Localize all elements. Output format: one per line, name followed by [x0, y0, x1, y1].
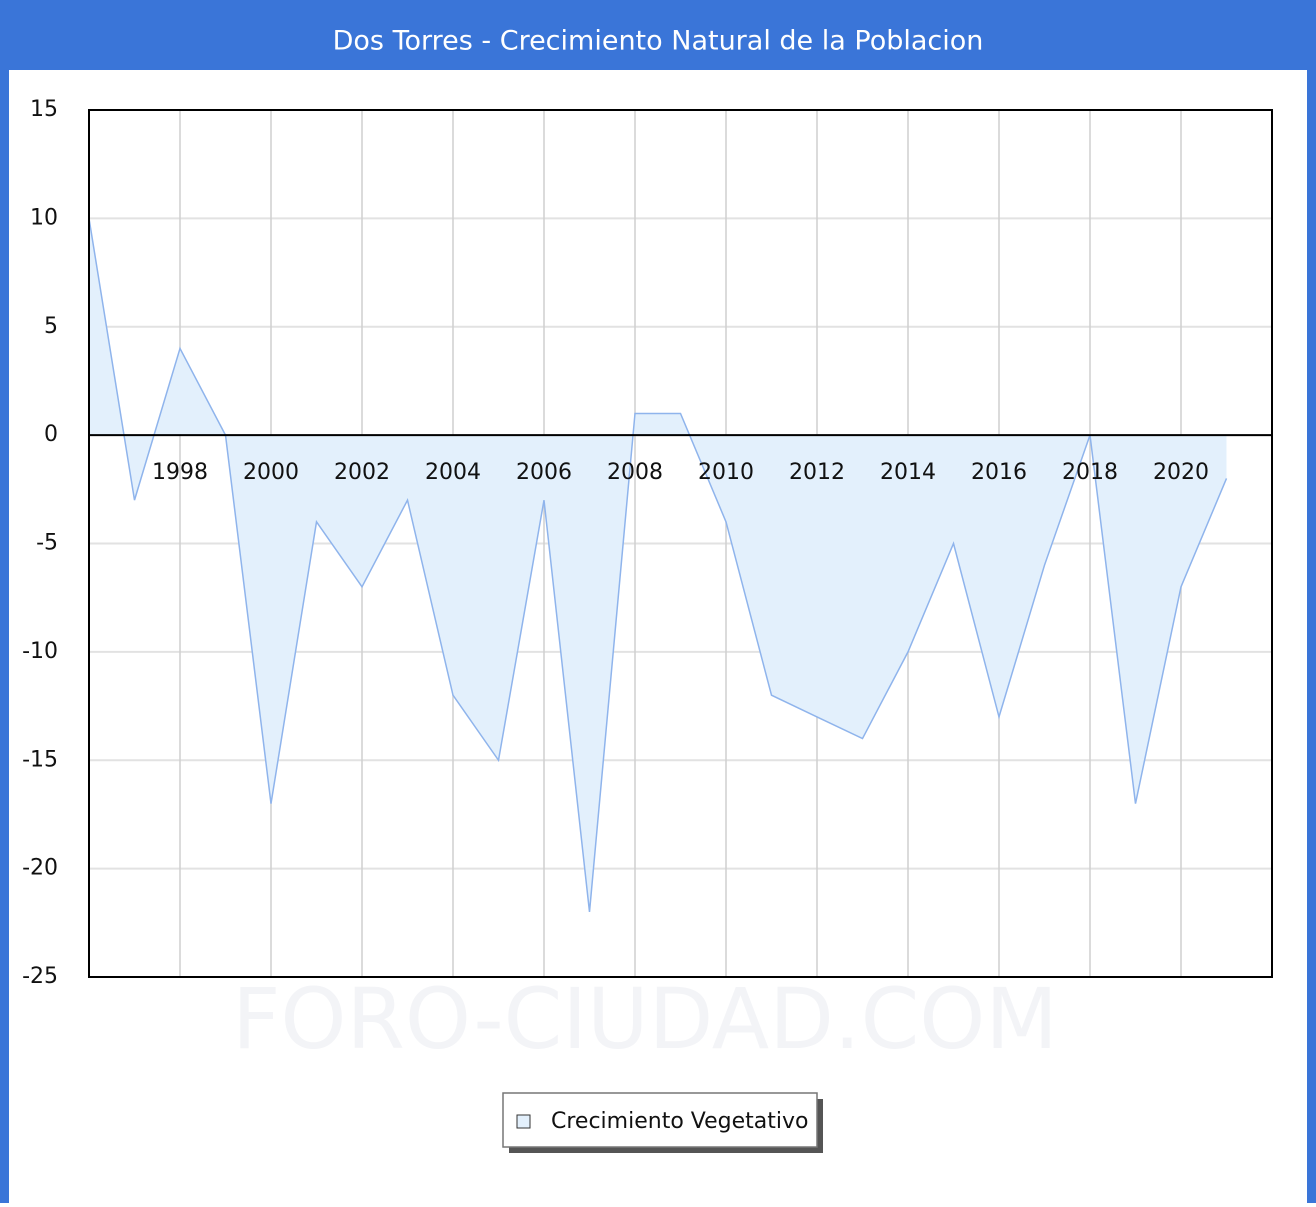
y-tick-label: -5	[36, 531, 58, 556]
plot-border	[88, 109, 1273, 978]
y-tick-label: 10	[30, 205, 58, 230]
x-tick-label: 2018	[1062, 460, 1118, 485]
x-tick-label: 2002	[334, 460, 390, 485]
legend-swatch	[516, 1114, 531, 1129]
x-tick-label: 2008	[607, 460, 663, 485]
y-tick-label: 15	[30, 97, 58, 122]
area-line	[88, 218, 1228, 913]
legend-label: Crecimiento Vegetativo	[551, 1109, 808, 1134]
chart-title: Dos Torres - Crecimiento Natural de la P…	[333, 26, 984, 57]
x-tick-label: 2016	[971, 460, 1027, 485]
x-tick-label: 2010	[698, 460, 754, 485]
y-tick-label: -15	[22, 747, 58, 772]
y-tick-label: 0	[44, 422, 58, 447]
x-tick-label: 2004	[425, 460, 481, 485]
x-tick-label: 2006	[516, 460, 572, 485]
y-tick-label: -10	[22, 639, 58, 664]
x-tick-label: 1998	[152, 460, 208, 485]
x-tick-label: 2020	[1153, 460, 1209, 485]
y-tick-label: -25	[22, 964, 58, 989]
y-tick-label: 5	[44, 314, 58, 339]
legend-box	[502, 1092, 818, 1148]
y-tick-label: -20	[22, 856, 58, 881]
x-tick-label: 2012	[789, 460, 845, 485]
area-fill	[89, 218, 1227, 912]
x-tick-label: 2014	[880, 460, 936, 485]
x-tick-label: 2000	[243, 460, 299, 485]
watermark: FORO-CIUDAD.COM	[232, 970, 1058, 1068]
